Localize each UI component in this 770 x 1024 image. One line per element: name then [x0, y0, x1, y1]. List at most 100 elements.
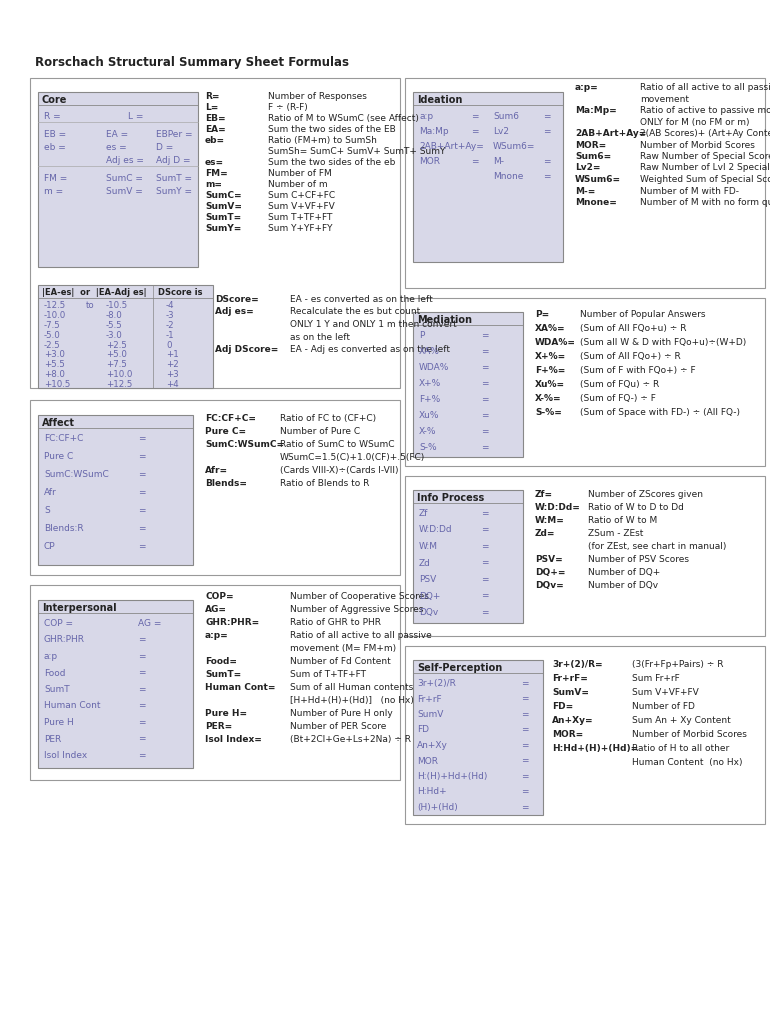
Text: 0: 0 — [166, 341, 172, 349]
Text: FC:CF+C: FC:CF+C — [44, 434, 83, 443]
Text: SumC=: SumC= — [205, 191, 242, 200]
Text: =: = — [521, 741, 528, 750]
Text: =: = — [481, 509, 488, 518]
Text: =: = — [521, 757, 528, 766]
Text: |EA-es|  or  |EA-Adj es|: |EA-es| or |EA-Adj es| — [42, 288, 146, 297]
Text: -5.5: -5.5 — [106, 321, 122, 330]
Text: Sum6: Sum6 — [493, 112, 519, 121]
Text: WDA%=: WDA%= — [535, 338, 576, 347]
Text: =: = — [481, 592, 488, 600]
Text: -5.0: -5.0 — [44, 331, 61, 340]
Text: (for ZEst, see chart in manual): (for ZEst, see chart in manual) — [588, 542, 726, 551]
Text: Sum C+CF+FC: Sum C+CF+FC — [268, 191, 335, 200]
Text: ONLY for M (no FM or m): ONLY for M (no FM or m) — [640, 118, 749, 127]
Text: SumT=: SumT= — [205, 213, 241, 222]
Text: Ratio of all active to all passive: Ratio of all active to all passive — [640, 83, 770, 92]
Text: =: = — [521, 803, 528, 812]
Text: Number of Aggressive Scores: Number of Aggressive Scores — [290, 605, 424, 614]
Text: SumT=: SumT= — [205, 670, 241, 679]
Text: -12.5: -12.5 — [44, 301, 66, 310]
Text: ZSum - ZEst: ZSum - ZEst — [588, 529, 644, 538]
Text: movement (M= FM+m): movement (M= FM+m) — [290, 644, 396, 653]
Text: Food=: Food= — [205, 657, 237, 666]
Text: -4: -4 — [166, 301, 175, 310]
Text: Ratio of FC to (CF+C): Ratio of FC to (CF+C) — [280, 414, 376, 423]
Bar — [405, 78, 765, 288]
Text: F+%: F+% — [419, 395, 440, 404]
Text: (Sum of F with FQo+) ÷ F: (Sum of F with FQo+) ÷ F — [580, 366, 695, 375]
Text: M-=: M-= — [575, 186, 595, 196]
Text: Ratio (FM+m) to SumSh: Ratio (FM+m) to SumSh — [268, 136, 377, 145]
Text: L=: L= — [205, 103, 219, 112]
Text: Zf: Zf — [419, 509, 428, 518]
Text: [H+Hd+(H)+(Hd)]   (no Hx): [H+Hd+(H)+(Hd)] (no Hx) — [290, 696, 414, 705]
Text: SumSh= SumC+ SumV+ SumT+ SumY: SumSh= SumC+ SumV+ SumT+ SumY — [268, 147, 445, 156]
Text: SumT: SumT — [44, 685, 69, 694]
Text: =: = — [521, 772, 528, 781]
Text: GHR:PHR=: GHR:PHR= — [205, 618, 259, 627]
Text: =: = — [138, 434, 146, 443]
Text: PER=: PER= — [205, 722, 233, 731]
Text: Afr=: Afr= — [205, 466, 228, 475]
Text: a:p: a:p — [419, 112, 433, 121]
Text: Sum V+VF+FV: Sum V+VF+FV — [632, 688, 698, 697]
Bar — [413, 92, 563, 262]
Text: CP: CP — [44, 542, 55, 551]
Text: a:p=: a:p= — [575, 83, 599, 92]
Text: eb =: eb = — [44, 143, 65, 152]
Text: es =: es = — [106, 143, 126, 152]
Text: 2(AB Scores)+ (Art+Ay Content): 2(AB Scores)+ (Art+Ay Content) — [640, 129, 770, 138]
Text: SumC:WSumC=: SumC:WSumC= — [205, 440, 284, 449]
Text: FD=: FD= — [552, 702, 573, 711]
Text: WSumC=1.5(C)+1.0(CF)+.5(FC): WSumC=1.5(C)+1.0(CF)+.5(FC) — [280, 453, 425, 462]
Text: =: = — [138, 452, 146, 461]
Text: Ratio of M to WSumC (see Affect): Ratio of M to WSumC (see Affect) — [268, 114, 419, 123]
Text: +10.0: +10.0 — [106, 371, 132, 379]
Text: An+Xy=: An+Xy= — [552, 716, 594, 725]
Text: (Bt+2Cl+Ge+Ls+2Na) ÷ R: (Bt+2Cl+Ge+Ls+2Na) ÷ R — [290, 735, 411, 744]
Text: +4: +4 — [166, 380, 179, 389]
Text: DScore is: DScore is — [158, 288, 203, 297]
Text: X+%: X+% — [419, 379, 441, 388]
Text: =: = — [521, 710, 528, 719]
Text: WDA%: WDA% — [419, 362, 450, 372]
Text: Pure H=: Pure H= — [205, 709, 247, 718]
Text: DQ+: DQ+ — [419, 592, 440, 600]
Text: MOR=: MOR= — [575, 140, 606, 150]
Text: MOR: MOR — [417, 757, 438, 766]
Text: X-%=: X-%= — [535, 394, 561, 403]
Text: =: = — [521, 787, 528, 797]
Text: a:p: a:p — [44, 652, 58, 662]
Text: Sum T+TF+FT: Sum T+TF+FT — [268, 213, 333, 222]
Text: H:Hd+(H)+(Hd)=: H:Hd+(H)+(Hd)= — [552, 744, 638, 753]
Text: es=: es= — [205, 158, 224, 167]
Text: Ratio of active to passive movement: Ratio of active to passive movement — [640, 106, 770, 115]
Text: +5.5: +5.5 — [44, 360, 65, 370]
Text: SumC =: SumC = — [106, 174, 143, 183]
Text: Core: Core — [42, 95, 68, 105]
Text: =: = — [138, 524, 146, 534]
Text: P=: P= — [535, 310, 549, 319]
Bar — [30, 585, 400, 780]
Text: Mnone: Mnone — [493, 172, 524, 181]
Text: EA =: EA = — [106, 130, 128, 139]
Text: M-: M- — [493, 157, 504, 166]
Text: Adj es=: Adj es= — [215, 307, 254, 316]
Text: Number of PSV Scores: Number of PSV Scores — [588, 555, 689, 564]
Text: Ma:Mp=: Ma:Mp= — [575, 106, 617, 115]
Text: =: = — [138, 542, 146, 551]
Text: +8.0: +8.0 — [44, 371, 65, 379]
Text: Adj D =: Adj D = — [156, 156, 190, 165]
Text: Fr+rF: Fr+rF — [417, 694, 442, 703]
Text: Raw Number of Lvl 2 Special Scores: Raw Number of Lvl 2 Special Scores — [640, 164, 770, 172]
Text: P: P — [419, 331, 424, 340]
Text: F ÷ (R-F): F ÷ (R-F) — [268, 103, 308, 112]
Text: ONLY 1 Y and ONLY 1 m then convert: ONLY 1 Y and ONLY 1 m then convert — [290, 319, 457, 329]
Text: +3.0: +3.0 — [44, 350, 65, 359]
Text: Number of M with no form quality: Number of M with no form quality — [640, 198, 770, 207]
Text: =: = — [138, 685, 146, 694]
Text: Blends:R: Blends:R — [44, 524, 84, 534]
Text: =: = — [481, 395, 488, 404]
Text: 2AB+Art+Ay=: 2AB+Art+Ay= — [419, 142, 484, 151]
Text: =: = — [471, 157, 478, 166]
